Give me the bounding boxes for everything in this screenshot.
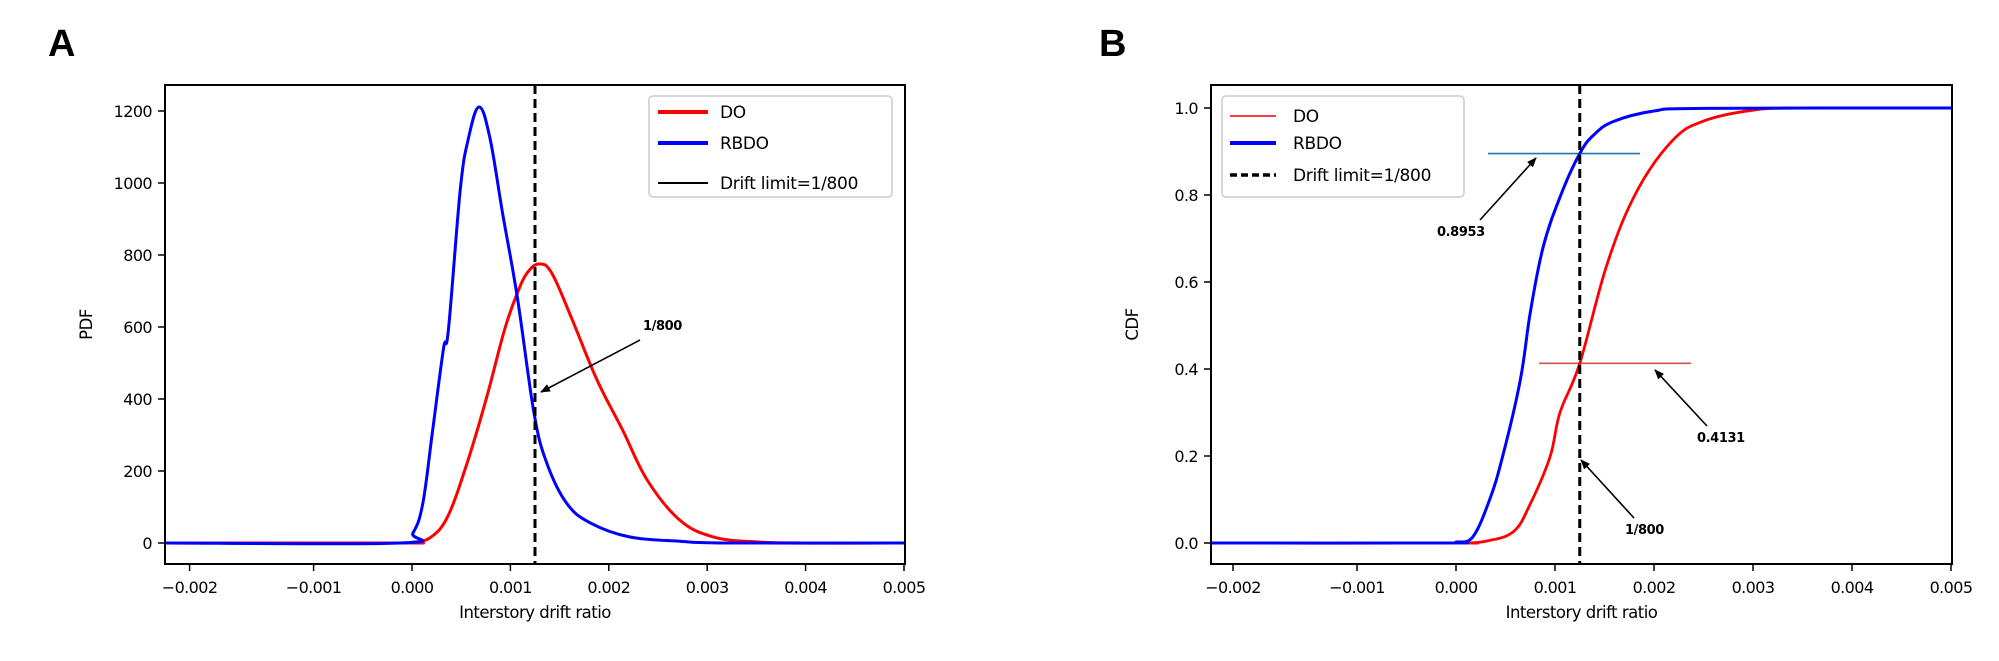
panel-label: B: [1099, 23, 1126, 65]
y-axis-label: PDF: [77, 309, 96, 340]
x-tick-label: 0.002: [1633, 578, 1676, 597]
y-axis-label: CDF: [1123, 308, 1142, 340]
y-tick-label: 1000: [114, 174, 153, 193]
y-tick-label: 1.0: [1174, 99, 1198, 118]
y-tick-label: 1200: [114, 102, 153, 121]
x-tick-label: 0.003: [686, 578, 729, 597]
x-tick-label: −0.001: [286, 578, 342, 597]
x-tick-label: 0.004: [1831, 578, 1874, 597]
legend-label: RBDO: [1293, 134, 1342, 154]
series-line-do: [165, 262, 905, 545]
legend-box: [1221, 95, 1465, 198]
y-tick-label: 0.2: [1174, 447, 1198, 466]
legend: DO RBDO Drift limit=1/800: [648, 95, 893, 198]
y-tick-label: 0: [142, 534, 152, 553]
series-line-rbdo: [165, 105, 905, 546]
annotation-label: 1/800: [1625, 523, 1664, 538]
y-tick-label: 400: [123, 390, 152, 409]
annotation-arrow: [1654, 369, 1708, 427]
x-tick-label: 0.002: [587, 578, 630, 597]
y-tick-label: 0.4: [1174, 360, 1198, 379]
y-tick-label: 600: [123, 318, 152, 337]
legend-box: [648, 95, 893, 198]
legend: DO RBDO Drift limit=1/800: [1221, 95, 1465, 198]
axes-frame: [1210, 84, 1953, 565]
y-tick-label: 0.0: [1174, 534, 1198, 553]
y-tick-label: 800: [123, 246, 152, 265]
y-tick-label: 0.8: [1174, 186, 1198, 205]
y-tick-label: 200: [123, 462, 152, 481]
annotation-label: 0.4131: [1697, 431, 1745, 446]
x-tick-label: −0.002: [1205, 578, 1261, 597]
annotation-label: 1/800: [643, 319, 682, 334]
y-tick-label: 0.6: [1174, 273, 1198, 292]
series-line-rbdo: [1211, 106, 1952, 545]
x-tick-label: 0.001: [489, 578, 532, 597]
panel-label: A: [48, 23, 75, 65]
x-tick-label: 0.000: [1435, 578, 1478, 597]
annotation-label: 0.8953: [1437, 225, 1485, 240]
x-axis-label: Interstory drift ratio: [459, 603, 611, 622]
x-tick-label: −0.002: [162, 578, 218, 597]
axes-frame: [164, 84, 906, 565]
pdf-chart: A −0.002 −0.001 0.000 0.001 0.002 0.003 0.004 0.…: [48, 23, 926, 622]
cdf-chart: B −0.002 −0.001 0.000 0.001 0.002 0.003 0.004 0.…: [1099, 23, 1973, 622]
annotation-arrow: [1479, 157, 1537, 221]
x-tick-label: 0.000: [391, 578, 434, 597]
x-tick-label: 0.001: [1534, 578, 1577, 597]
legend-label: RBDO: [720, 134, 769, 154]
x-tick-label: 0.003: [1732, 578, 1775, 597]
plot-area: [1211, 85, 1952, 564]
x-tick-label: 0.005: [1930, 578, 1973, 597]
legend-label: Drift limit=1/800: [1293, 166, 1431, 186]
legend-label: DO: [1293, 107, 1319, 127]
legend-label: DO: [720, 103, 746, 123]
x-tick-label: −0.001: [1329, 578, 1385, 597]
legend-label: Drift limit=1/800: [720, 174, 858, 194]
x-axis-label: Interstory drift ratio: [1506, 603, 1658, 622]
annotation-arrow: [1580, 459, 1635, 519]
x-tick-label: 0.004: [784, 578, 827, 597]
x-tick-label: 0.005: [883, 578, 926, 597]
annotation-arrow: [540, 339, 641, 393]
plot-area: [165, 85, 905, 564]
